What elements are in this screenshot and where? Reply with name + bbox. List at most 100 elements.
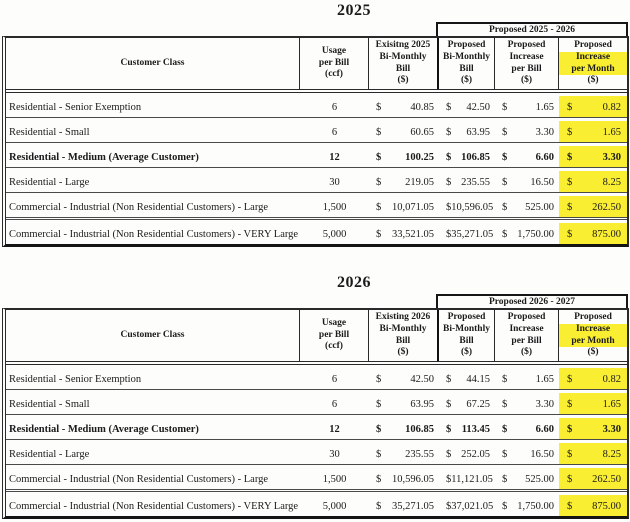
row-residential-medium-average-customer: Residential - Medium (Average Customer) …: [6, 415, 627, 440]
amount: 252.05: [461, 449, 490, 460]
currency-symbol: $: [567, 501, 573, 512]
table-title-2025: 2025: [337, 2, 371, 19]
increase-per-month-cell-highlighted: $3.30: [559, 415, 627, 439]
currency-symbol: $: [567, 424, 573, 435]
header-line: Proposed: [574, 39, 612, 50]
currency-symbol: $: [376, 152, 382, 163]
increase-per-month-cell-highlighted: $8.25: [559, 168, 627, 192]
amount: 525.00: [525, 202, 554, 213]
currency-symbol: $: [376, 102, 382, 113]
amount: 262.50: [592, 474, 621, 485]
amount: 60.65: [410, 127, 434, 138]
usage-cell: 6: [331, 127, 338, 138]
customer-class-cell: Commercial - Industrial (Non Residential…: [9, 474, 269, 485]
amount: 262.50: [592, 202, 621, 213]
amount: 1.65: [602, 127, 621, 138]
currency-symbol: $: [376, 127, 382, 138]
existing-bill-cell: $219.05: [369, 177, 439, 192]
currency-symbol: $: [567, 374, 573, 385]
amount: 63.95: [466, 127, 490, 138]
amount: 3.30: [535, 127, 554, 138]
row-commercial-industrial-very-large: Commercial - Industrial (Non Residential…: [6, 220, 627, 244]
currency-symbol: $: [446, 127, 452, 138]
currency-symbol: $: [446, 449, 452, 460]
amount: 8.25: [602, 449, 621, 460]
currency-symbol: $: [502, 229, 508, 240]
col-header-proposed-bill: Proposed Bi-Monthly Bill ($): [439, 310, 495, 361]
currency-symbol: $: [376, 399, 382, 410]
currency-symbol: $: [567, 177, 573, 188]
amount: 44.15: [466, 374, 490, 385]
currency-symbol: $: [446, 501, 452, 512]
amount: 10,596.05: [451, 202, 494, 213]
currency-symbol: $: [567, 102, 573, 113]
col-header-increase-per-month: Proposed Increase per Month ($): [559, 38, 627, 89]
increase-per-bill-cell: $3.30: [495, 127, 559, 142]
col-header-increase-per-bill: Proposed Increase per Bill ($): [495, 310, 559, 361]
amount: 3.30: [602, 152, 621, 163]
amount: 1.65: [535, 102, 554, 113]
header-row: Customer Class Usage per Bill (ccf) Exis…: [6, 310, 627, 365]
currency-symbol: $: [567, 229, 573, 240]
increase-per-month-cell-highlighted: $0.82: [559, 93, 627, 117]
amount: 6.60: [535, 152, 554, 163]
usage-cell: 30: [329, 449, 340, 460]
customer-class-cell: Residential - Medium (Average Customer): [9, 424, 199, 435]
currency-symbol: $: [446, 474, 452, 485]
currency-symbol: $: [446, 229, 452, 240]
customer-class-cell: Residential - Senior Exemption: [9, 102, 142, 113]
amount: 10,071.05: [392, 202, 434, 213]
customer-class-cell: Residential - Large: [9, 449, 90, 460]
col-header-increase-per-month: Proposed Increase per Month ($): [559, 310, 627, 361]
row-residential-small: Residential - Small 6 $63.95 $67.25 $3.3…: [6, 390, 627, 415]
amount: 37,021.05: [451, 501, 494, 512]
proposed-bill-cell: $63.95: [439, 127, 495, 142]
currency-symbol: $: [376, 177, 382, 188]
usage-cell: 5,000: [322, 501, 347, 512]
increase-per-bill-cell: $16.50: [495, 449, 559, 464]
currency-symbol: $: [502, 399, 508, 410]
amount: 1,750.00: [517, 229, 554, 240]
existing-bill-cell: $60.65: [369, 127, 439, 142]
increase-per-month-cell-highlighted: $3.30: [559, 143, 627, 167]
header-row: Customer Class Usage per Bill (ccf) Exis…: [6, 38, 627, 93]
amount: 35,271.05: [451, 229, 494, 240]
increase-per-bill-cell: $525.00: [495, 474, 559, 489]
amount: 100.25: [405, 152, 434, 163]
increase-per-month-cell-highlighted: $875.00: [559, 220, 627, 244]
proposed-bill-cell: $11,121.05: [439, 474, 495, 489]
row-residential-senior-exemption: Residential - Senior Exemption 6 $42.50 …: [6, 365, 627, 390]
currency-symbol: $: [567, 152, 573, 163]
amount: 6.60: [535, 424, 554, 435]
existing-bill-cell: $10,071.05: [369, 202, 439, 217]
amount: 1.65: [535, 374, 554, 385]
increase-per-month-cell-highlighted: $0.82: [559, 365, 627, 389]
currency-symbol: $: [502, 374, 508, 385]
currency-symbol: $: [376, 424, 382, 435]
table-section-2025: 2025 Proposed 2025 - 2026 Customer Class…: [0, 0, 630, 260]
currency-symbol: $: [446, 374, 452, 385]
header-line: ($): [587, 75, 599, 86]
amount: 11,121.05: [451, 474, 493, 485]
existing-bill-cell: $33,521.05: [369, 229, 439, 244]
amount: 875.00: [592, 501, 621, 512]
amount: 875.00: [592, 229, 621, 240]
currency-symbol: $: [376, 202, 382, 213]
increase-per-bill-cell: $3.30: [495, 399, 559, 414]
currency-symbol: $: [376, 374, 382, 385]
usage-cell: 5,000: [322, 229, 347, 240]
currency-symbol: $: [446, 399, 452, 410]
increase-per-bill-cell: $6.60: [495, 424, 559, 439]
currency-symbol: $: [502, 449, 508, 460]
proposed-bill-cell: $252.05: [439, 449, 495, 464]
existing-bill-cell: $10,596.05: [369, 474, 439, 489]
increase-per-bill-cell: $525.00: [495, 202, 559, 217]
currency-symbol: $: [567, 474, 573, 485]
increase-per-bill-cell: $16.50: [495, 177, 559, 192]
amount: 106.85: [405, 424, 434, 435]
proposed-bill-cell: $235.55: [439, 177, 495, 192]
row-residential-small: Residential - Small 6 $60.65 $63.95 $3.3…: [6, 118, 627, 143]
usage-cell: 12: [329, 152, 340, 163]
currency-symbol: $: [502, 127, 508, 138]
increase-per-month-cell-highlighted: $875.00: [559, 492, 627, 516]
